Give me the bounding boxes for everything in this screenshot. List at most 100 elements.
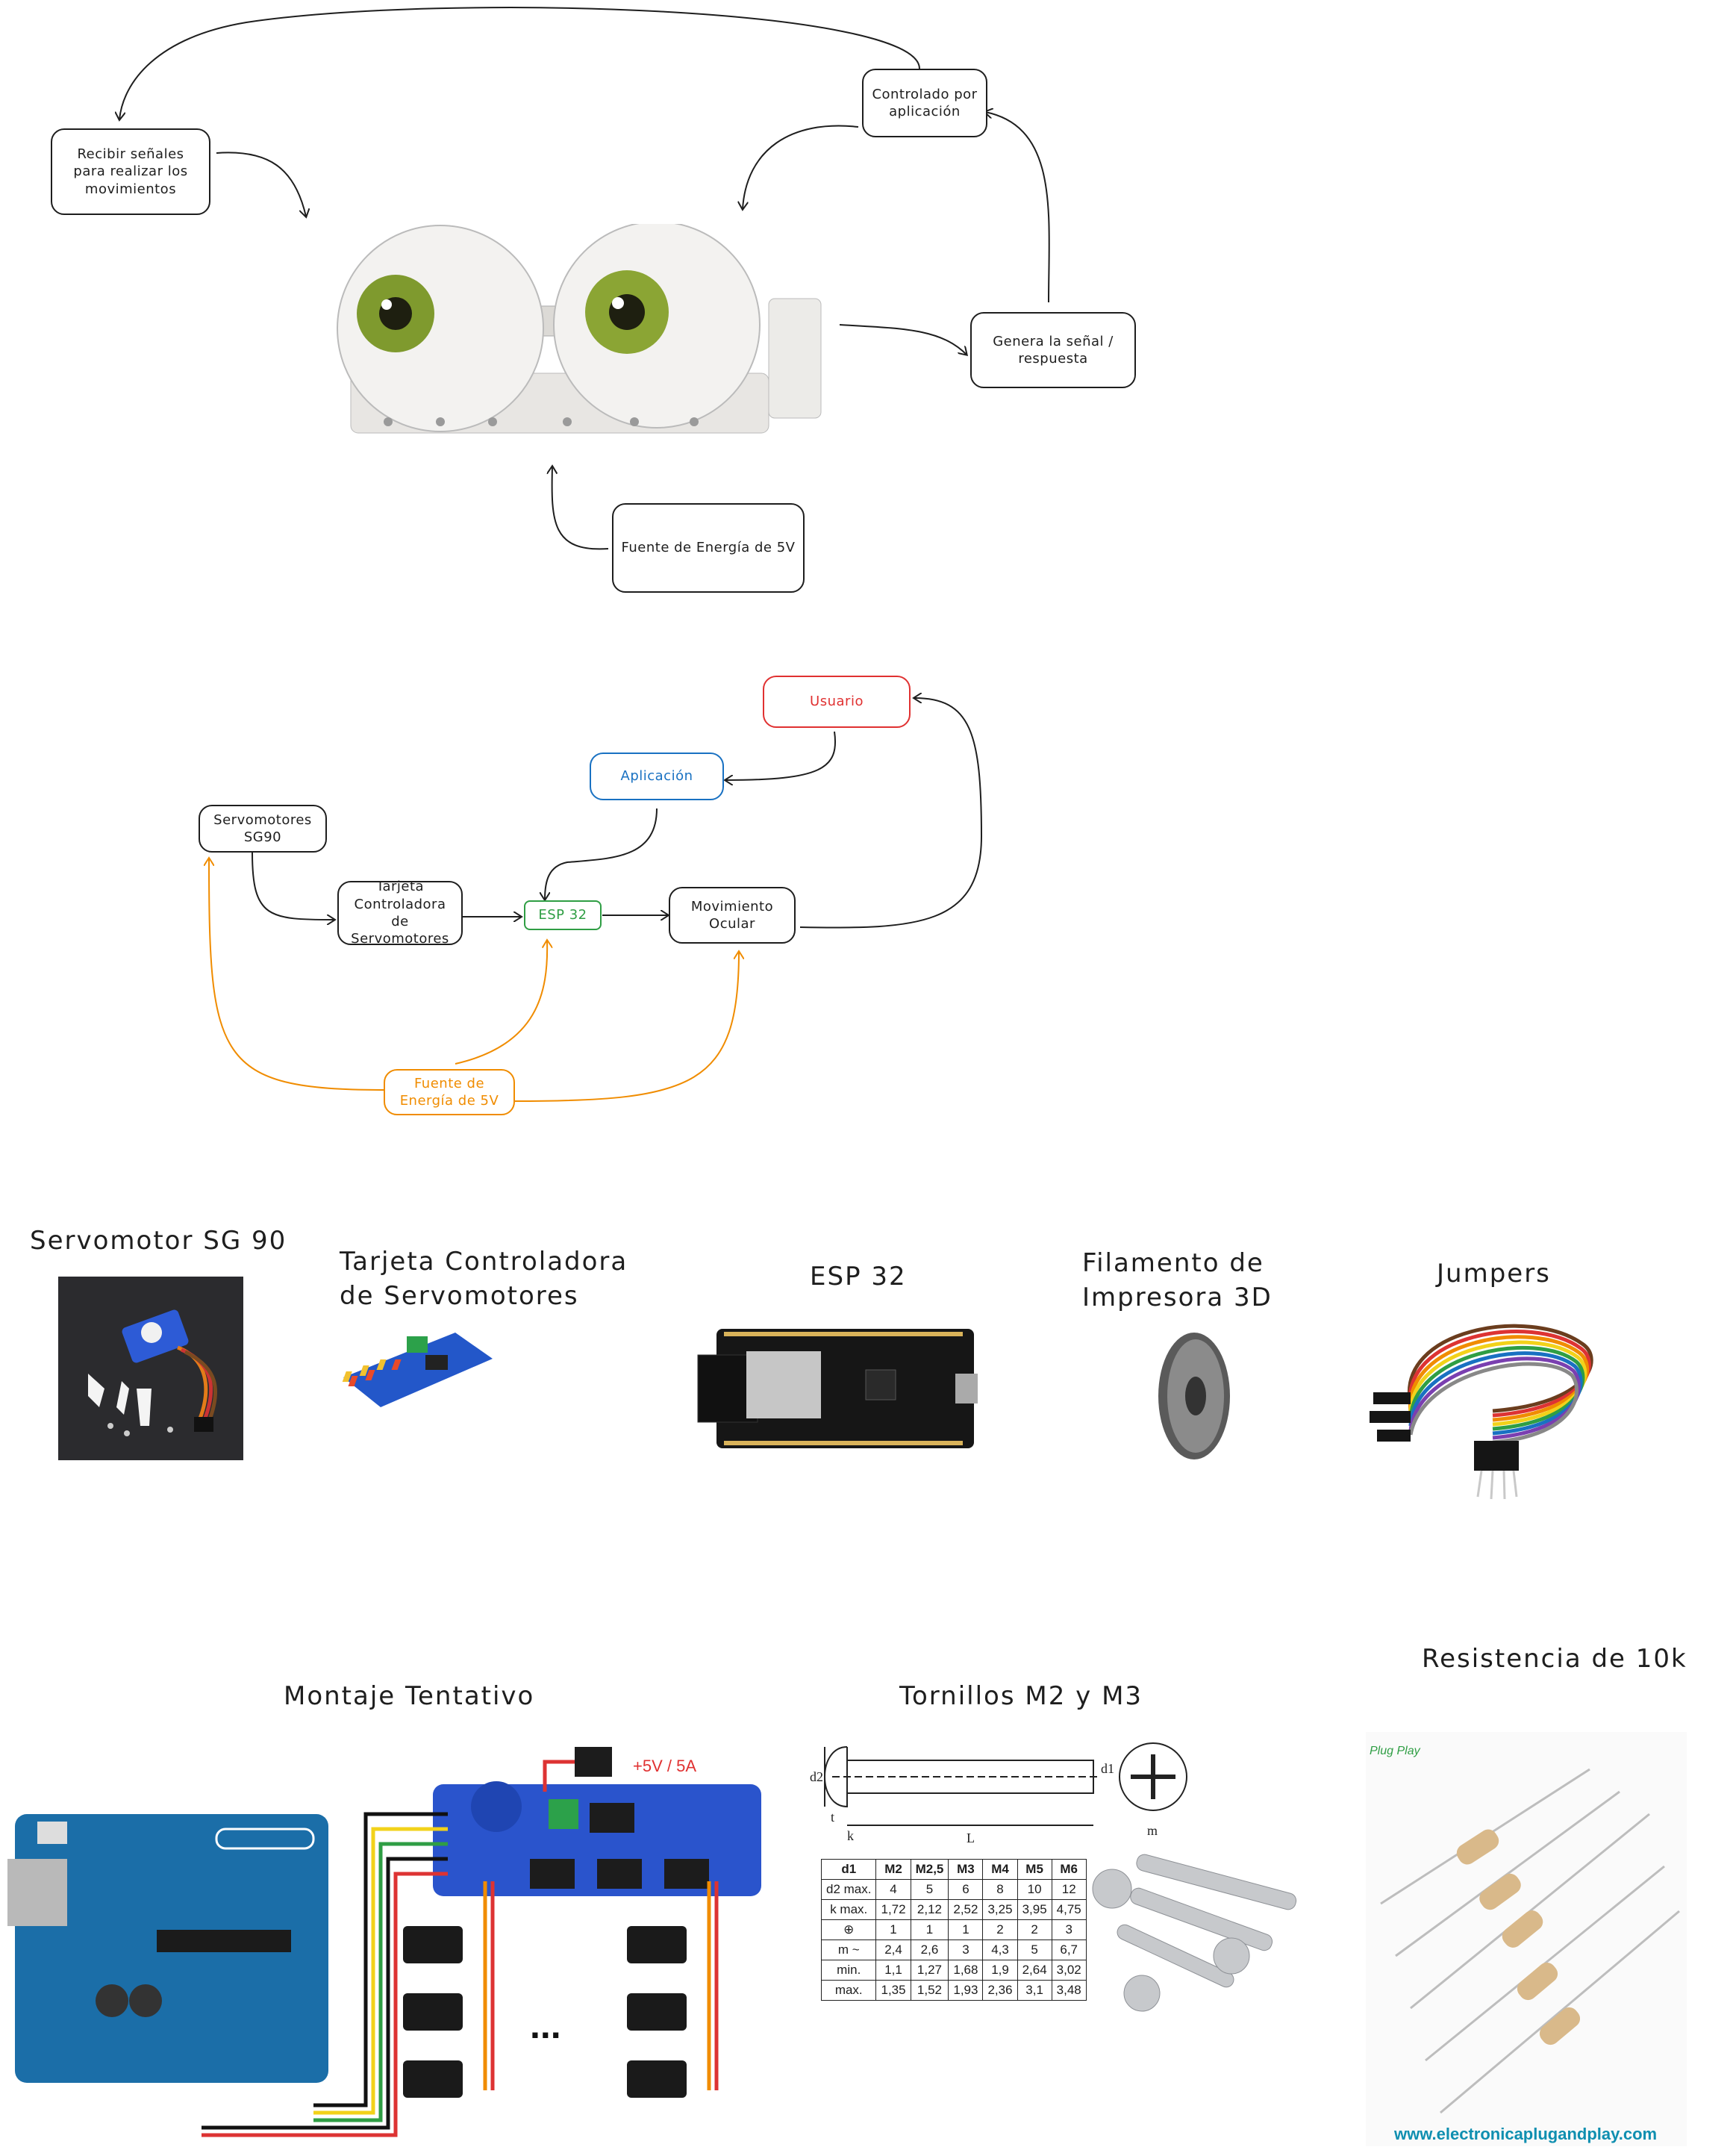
arrow-fuente-to-movimiento	[514, 952, 739, 1102]
table-cell: 1,35	[875, 1980, 911, 2001]
table-header-row: d1 M2 M2,5 M3 M4 M5 M6	[820, 1859, 1087, 1880]
controlado-label: Controlado por aplicación	[872, 86, 978, 119]
plugplay-logo: Plug Play	[1370, 1745, 1421, 1757]
esp32-box: ESP 32	[524, 900, 602, 930]
table-cell: 1,9	[982, 1960, 1018, 1981]
tarjeta-label: Tarjeta Controladora de Servomotores	[351, 879, 449, 947]
montaje-caption: Montaje Tentativo	[284, 1681, 535, 1711]
table-cell: max.	[820, 1980, 877, 2001]
table-cell: 1	[948, 1919, 984, 1940]
table-row: d2 max. 4 5 6 8 10 12	[820, 1879, 1087, 1900]
arrow-fuente-to-esp32	[455, 941, 547, 1065]
table-row: min. 1,1 1,27 1,68 1,9 2,64 3,02	[820, 1960, 1087, 1981]
screw-spec-table: d1 M2 M2,5 M3 M4 M5 M6 d2 max. 4 5 6 8 1…	[820, 1859, 1087, 2001]
table-cell: 2	[982, 1919, 1018, 1940]
more-servos-dots: ...	[530, 2004, 561, 2046]
arrow-servo-to-tarjeta	[252, 852, 334, 920]
table-cell: 4,3	[982, 1940, 1018, 1960]
dim-d1: d1	[1101, 1761, 1114, 1776]
arrow-controlado-to-recibir	[119, 7, 920, 119]
usuario-label: Usuario	[810, 694, 864, 710]
tarjeta-box: Tarjeta Controladora de Servomotores	[337, 879, 463, 947]
servomotores-label: Servomotores SG90	[213, 811, 312, 845]
dim-m: m	[1147, 1823, 1158, 1838]
wiring-diagram-image: +5V / 5A ...	[7, 1739, 784, 2156]
tarjeta-caption: Tarjeta Controladora de Servomotores	[340, 1247, 628, 1311]
table-cell: 4,75	[1051, 1899, 1087, 1920]
filament-image	[1134, 1329, 1254, 1463]
resistors-image: Plug Play	[1366, 1732, 1687, 2146]
table-cell: 3	[1051, 1919, 1087, 1940]
aplicacion-box: Aplicación	[590, 753, 724, 800]
fuente2-label: Fuente de Energía de 5V	[399, 1075, 499, 1109]
aplicacion-label: Aplicación	[620, 768, 693, 785]
table-cell: 1,72	[875, 1899, 911, 1920]
arrow-movimiento-to-usuario	[799, 698, 983, 929]
table-cell: d2 max.	[820, 1879, 877, 1900]
dim-L: L	[967, 1831, 975, 1845]
dim-t: t	[831, 1810, 834, 1825]
table-cell: M4	[982, 1859, 1018, 1880]
table-cell: 3,95	[1017, 1899, 1052, 1920]
table-cell: 2,6	[910, 1940, 949, 1960]
table-cell: 3	[948, 1940, 984, 1960]
table-cell: 1,27	[910, 1960, 949, 1981]
servo-image	[58, 1277, 243, 1460]
table-cell: 2,36	[982, 1980, 1018, 2001]
screws-image	[1082, 1844, 1321, 2016]
table-cell: M3	[948, 1859, 984, 1880]
table-cell: 4	[875, 1879, 911, 1900]
servomotores-box: Servomotores SG90	[199, 805, 327, 853]
arrow-aplicacion-to-esp32	[545, 808, 658, 900]
arrow-recibir-to-eyes	[216, 152, 306, 216]
table-cell: 2	[1017, 1919, 1052, 1940]
table-cell: d1	[820, 1859, 877, 1880]
arrow-usuario-to-aplicacion	[725, 731, 836, 780]
table-cell: M2	[875, 1859, 911, 1880]
drive-type-icon: ⊕	[820, 1919, 877, 1940]
watermark-text: www.electronicaplugandplay.com	[1394, 2125, 1658, 2143]
esp32-image	[694, 1321, 985, 1456]
controlado-box: Controlado por aplicación	[862, 69, 987, 137]
table-cell: 3,02	[1051, 1960, 1087, 1981]
table-cell: M5	[1017, 1859, 1052, 1880]
movimiento-label: Movimiento Ocular	[690, 898, 774, 932]
arrow-fuente-to-eyes	[552, 467, 609, 550]
genera-label: Genera la señal / respuesta	[993, 333, 1114, 367]
usuario-box: Usuario	[763, 676, 911, 728]
esp32-caption: ESP 32	[810, 1262, 907, 1292]
screw-drawing: d2 k t L d1 m	[802, 1717, 1198, 1851]
animatronic-eyes-image	[321, 224, 836, 448]
filamento-caption: Filamento de Impresora 3D	[1082, 1248, 1273, 1312]
table-cell: 12	[1051, 1879, 1087, 1900]
jumpers-image	[1366, 1299, 1612, 1508]
table-cell: 5	[910, 1879, 949, 1900]
table-cell: 3,48	[1051, 1980, 1087, 2001]
table-cell: 3,1	[1017, 1980, 1052, 2001]
fuente-energia-label: Fuente de Energía de 5V	[621, 540, 796, 556]
tornillos-caption: Tornillos M2 y M3	[899, 1681, 1143, 1711]
table-cell: min.	[820, 1960, 877, 1981]
power-label: +5V / 5A	[633, 1757, 696, 1775]
arrow-controlado-to-eyes	[743, 125, 859, 209]
arrow-genera-to-controlado	[985, 112, 1050, 303]
table-cell: 5	[1017, 1940, 1052, 1960]
table-cell: 2,52	[948, 1899, 984, 1920]
dim-k: k	[847, 1828, 854, 1843]
table-cell: 1	[910, 1919, 949, 1940]
table-cell: 3,25	[982, 1899, 1018, 1920]
table-cell: M2,5	[910, 1859, 949, 1880]
arrow-eyes-to-genera	[839, 324, 967, 355]
table-row: ⊕ 1 1 1 2 2 3	[820, 1919, 1087, 1940]
servo-driver-image	[336, 1318, 500, 1415]
genera-box: Genera la señal / respuesta	[970, 312, 1136, 388]
servo-caption: Servomotor SG 90	[30, 1226, 287, 1256]
table-cell: M6	[1051, 1859, 1087, 1880]
esp32-label: ESP 32	[538, 907, 587, 923]
table-cell: 10	[1017, 1879, 1052, 1900]
table-cell: 2,64	[1017, 1960, 1052, 1981]
recibir-senales-label: Recibir señales para realizar los movimi…	[73, 146, 188, 197]
table-cell: 1,68	[948, 1960, 984, 1981]
table-cell: 1	[875, 1919, 911, 1940]
fuente2-box: Fuente de Energía de 5V	[384, 1069, 515, 1115]
